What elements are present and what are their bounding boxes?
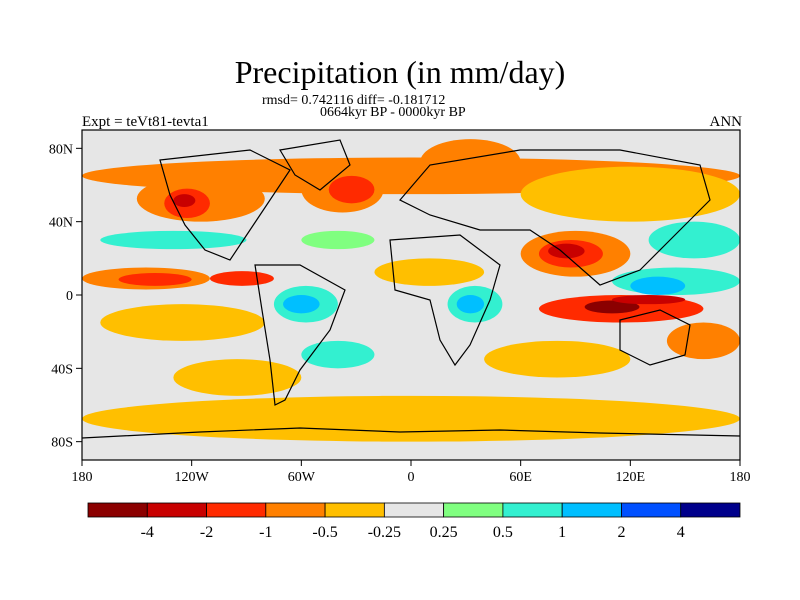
colorbar-swatch (561, 502, 622, 518)
anomaly-region (100, 304, 265, 341)
anomaly-region (283, 295, 320, 314)
colorbar-swatch (443, 502, 504, 518)
anomaly-region (173, 194, 196, 207)
anomaly-region (301, 340, 375, 369)
anomaly-region (301, 230, 375, 250)
anomaly-region (82, 395, 740, 442)
colorbar-swatch (206, 502, 267, 518)
period-line: 0664kyr BP - 0000kyr BP (320, 105, 466, 120)
anomaly-region (630, 276, 686, 296)
anomaly-region (584, 300, 640, 314)
colorbar-label: -0.5 (312, 524, 337, 541)
anomaly-region (173, 359, 302, 396)
colorbar-label: -4 (141, 524, 154, 541)
anomaly-region (484, 340, 631, 378)
colorbar-swatch (383, 502, 445, 518)
colorbar-label: 4 (677, 524, 685, 541)
colorbar-label: -1 (259, 524, 272, 541)
anomaly-region (209, 271, 274, 286)
coastline-south-america (254, 264, 346, 406)
anomaly-fields (82, 139, 740, 442)
lat-tick-label: 80N (49, 142, 73, 157)
coastlines (82, 139, 740, 439)
colorbar: -4 -2 -1 -0.5 -0.25 0.25 0.5 1 2 4 (87, 502, 741, 541)
colorbar-swatch (502, 502, 563, 518)
coastline-antarctica (82, 427, 740, 439)
coastline-north-america (159, 149, 291, 261)
season-label: ANN (709, 114, 743, 130)
lon-tick-label: 180 (72, 470, 93, 485)
anomaly-region (648, 221, 740, 259)
lon-tick-label: 60W (288, 470, 316, 485)
anomaly-region (612, 295, 686, 305)
lat-tick-label: 0 (66, 289, 73, 304)
colorbar-swatch (324, 502, 385, 518)
colorbar-swatch (146, 502, 207, 518)
anomaly-region (456, 295, 485, 314)
lat-tick-label: 80S (51, 436, 73, 451)
colorbar-label: 0.25 (430, 524, 458, 541)
experiment-label: Expt = teVt81-tevta1 (82, 114, 209, 130)
colorbar-label: 0.5 (493, 524, 513, 541)
lon-tick-label: 120W (175, 470, 210, 485)
anomaly-region (118, 273, 192, 286)
latitude-axis: 80N 40N 0 40S 80S (49, 142, 82, 451)
colorbar-label: -0.25 (368, 524, 401, 541)
coastline-africa (389, 234, 501, 367)
longitude-axis: 180 120W 60W 0 60E 120E 180 (72, 460, 751, 485)
lon-tick-label: 180 (730, 470, 751, 485)
lon-tick-label: 60E (509, 470, 532, 485)
colorbar-label: 1 (558, 524, 566, 541)
anomaly-region (420, 139, 521, 185)
page-title: Precipitation (in mm/day) (234, 54, 566, 90)
anomaly-region (520, 166, 740, 222)
colorbar-swatch (621, 502, 682, 518)
colorbar-label: 2 (617, 524, 625, 541)
coastline-eurasia (399, 149, 711, 286)
anomaly-region (100, 230, 247, 250)
stats-line: rmsd= 0.742116 diff= -0.181712 (262, 93, 446, 108)
anomaly-region (666, 322, 740, 360)
colorbar-swatch (680, 502, 741, 518)
anomaly-region (328, 175, 375, 204)
lat-tick-label: 40S (51, 362, 73, 377)
lon-tick-label: 120E (616, 470, 646, 485)
colorbar-label: -2 (200, 524, 213, 541)
coastline-greenland (279, 139, 351, 191)
colorbar-swatch (265, 502, 326, 518)
anomaly-region (548, 243, 585, 259)
anomaly-region (374, 258, 485, 286)
colorbar-swatch (87, 502, 148, 518)
coastline-australia (619, 309, 691, 366)
lon-tick-label: 0 (408, 470, 415, 485)
lat-tick-label: 40N (49, 216, 73, 231)
